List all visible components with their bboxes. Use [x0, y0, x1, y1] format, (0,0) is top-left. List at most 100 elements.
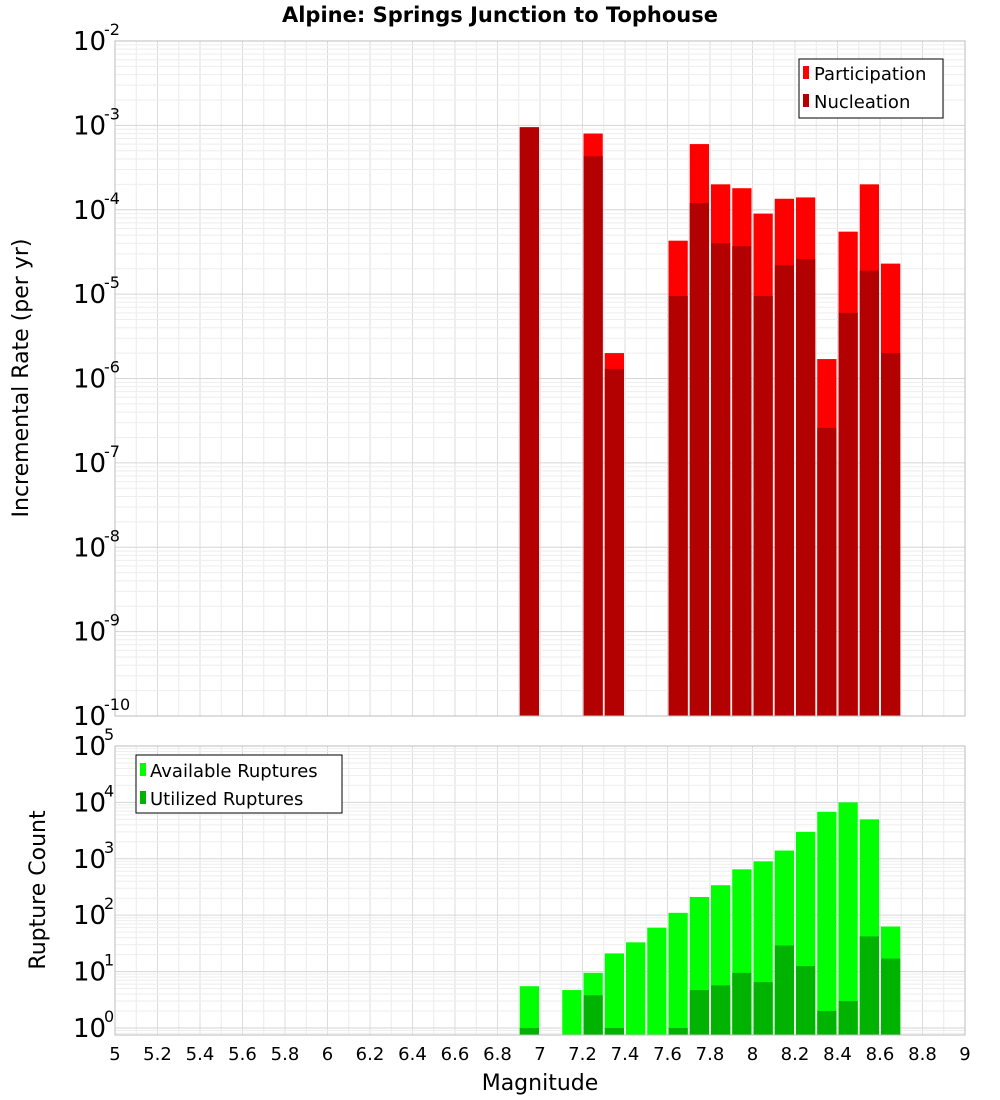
top-bar-nucleation-9	[796, 259, 816, 716]
x-tick-label: 9	[959, 1044, 970, 1065]
x-tick-label: 8.2	[781, 1044, 810, 1065]
top-y-tick-exponent: -4	[104, 189, 120, 208]
bottom-y-tick-exponent: 1	[104, 951, 114, 970]
x-tick-label: 6.6	[441, 1044, 470, 1065]
top-bar-nucleation-8	[774, 265, 794, 716]
top-bar-nucleation-10	[817, 427, 837, 716]
bottom-bar-utilized-ruptures-11	[774, 945, 794, 1035]
bottom-bar-utilized-ruptures-10	[753, 982, 773, 1035]
top-bar-nucleation-5	[711, 243, 731, 717]
top-bar-nucleation-11	[838, 312, 858, 716]
legend-label-participation: Participation	[814, 64, 926, 85]
x-tick-label: 6.4	[398, 1044, 427, 1065]
bottom-y-tick-label: 10	[73, 845, 106, 875]
bottom-bar-available-ruptures-3	[604, 953, 624, 1035]
top-panel-bars	[519, 127, 901, 717]
bottom-bar-utilized-ruptures-12	[796, 966, 816, 1035]
bottom-bar-utilized-ruptures-15	[859, 936, 879, 1035]
top-bar-nucleation-6	[732, 246, 752, 716]
top-legend: Participation Nucleation	[798, 58, 944, 119]
x-tick-label: 6.2	[356, 1044, 385, 1065]
top-bar-nucleation-12	[859, 270, 879, 716]
bottom-panel-bars	[519, 802, 901, 1035]
top-bar-nucleation-3	[668, 296, 688, 716]
bottom-y-tick-exponent: 2	[104, 894, 114, 913]
x-tick-label: 5	[109, 1044, 120, 1065]
bottom-bar-available-ruptures-14	[838, 802, 858, 1035]
x-tick-label: 7.8	[696, 1044, 725, 1065]
legend-swatch-participation	[803, 66, 809, 79]
bottom-y-tick-label: 10	[73, 1014, 106, 1044]
top-bar-nucleation-0	[519, 127, 539, 716]
top-y-tick-exponent: -10	[104, 695, 130, 714]
x-tick-label: 5.6	[228, 1044, 257, 1065]
legend-label-available: Available Ruptures	[150, 761, 318, 782]
x-tick-label: 5.4	[186, 1044, 215, 1065]
bottom-y-tick-exponent: 0	[104, 1007, 114, 1026]
x-tick-label: 8	[747, 1044, 758, 1065]
top-y-tick-exponent: -6	[104, 358, 120, 377]
top-y-axis-label: Incremental Rate (per yr)	[9, 239, 34, 518]
top-panel-grid	[114, 41, 966, 717]
bottom-bar-utilized-ruptures-3	[604, 1027, 624, 1035]
x-tick-label: 7.6	[653, 1044, 682, 1065]
bottom-bar-available-ruptures-5	[647, 927, 667, 1035]
x-tick-label: 8.6	[866, 1044, 895, 1065]
bottom-bar-utilized-ruptures-13	[817, 1010, 837, 1035]
x-axis-label: Magnitude	[482, 1071, 599, 1096]
top-y-tick-label: 10	[73, 27, 106, 57]
x-tick-label: 7.2	[568, 1044, 597, 1065]
bottom-y-tick-exponent: 4	[104, 781, 114, 800]
x-tick-label: 8.4	[823, 1044, 852, 1065]
x-tick-label: 5.8	[271, 1044, 300, 1065]
bottom-bar-utilized-ruptures-0	[519, 1027, 539, 1035]
top-y-tick-label: 10	[73, 111, 106, 141]
top-y-tick-exponent: -3	[104, 104, 120, 123]
x-tick-label: 6	[322, 1044, 333, 1065]
x-tick-label: 6.8	[483, 1044, 512, 1065]
top-y-tick-exponent: -8	[104, 526, 120, 545]
bottom-bar-utilized-ruptures-7	[689, 990, 709, 1035]
bottom-y-tick-label: 10	[73, 732, 106, 762]
top-y-tick-label: 10	[73, 280, 106, 310]
chart-title: Alpine: Springs Junction to Tophouse	[282, 3, 718, 27]
bottom-y-tick-label: 10	[73, 901, 106, 931]
top-y-tick-label: 10	[73, 702, 106, 732]
top-y-tick-exponent: -9	[104, 611, 120, 630]
bottom-bar-utilized-ruptures-9	[732, 972, 752, 1035]
x-tick-label: 5.2	[143, 1044, 172, 1065]
top-y-tick-exponent: -2	[104, 20, 120, 39]
bottom-legend: Available Ruptures Utilized Ruptures	[135, 754, 343, 814]
bottom-bar-utilized-ruptures-8	[711, 985, 731, 1035]
bottom-bar-available-ruptures-1	[562, 990, 582, 1035]
x-ticks: 5 5.2 5.4 5.6 5.8 6 6.2 6.4 6.6 6.8 7 7.2 7.4 7.6 7.8 8…	[109, 1044, 970, 1065]
bottom-y-axis-label: Rupture Count	[26, 810, 51, 970]
x-tick-label: 7	[534, 1044, 545, 1065]
bottom-y-tick-label: 10	[73, 788, 106, 818]
top-bar-nucleation-2	[604, 368, 624, 716]
top-y-tick-label: 10	[73, 533, 106, 563]
legend-label-utilized: Utilized Ruptures	[150, 789, 303, 810]
bottom-bar-available-ruptures-0	[519, 986, 539, 1035]
legend-swatch-utilized	[140, 791, 146, 804]
x-tick-label: 8.8	[908, 1044, 937, 1065]
bottom-bar-available-ruptures-13	[817, 811, 837, 1035]
top-y-tick-exponent: -5	[104, 273, 120, 292]
bottom-bar-utilized-ruptures-6	[668, 1027, 688, 1035]
x-tick-label: 7.4	[611, 1044, 640, 1065]
top-y-tick-label: 10	[73, 618, 106, 648]
bottom-panel-frame	[114, 745, 966, 1036]
legend-swatch-available	[140, 763, 146, 776]
bottom-bar-available-ruptures-4	[626, 942, 646, 1035]
top-bar-nucleation-7	[753, 296, 773, 716]
bottom-y-tick-exponent: 5	[104, 725, 114, 744]
bottom-bar-utilized-ruptures-2	[583, 995, 603, 1035]
top-bar-nucleation-4	[689, 203, 709, 716]
bottom-y-tick-label: 10	[73, 958, 106, 988]
top-y-tick-label: 10	[73, 449, 106, 479]
bottom-bar-utilized-ruptures-14	[838, 1001, 858, 1035]
bottom-y-tick-exponent: 3	[104, 838, 114, 857]
